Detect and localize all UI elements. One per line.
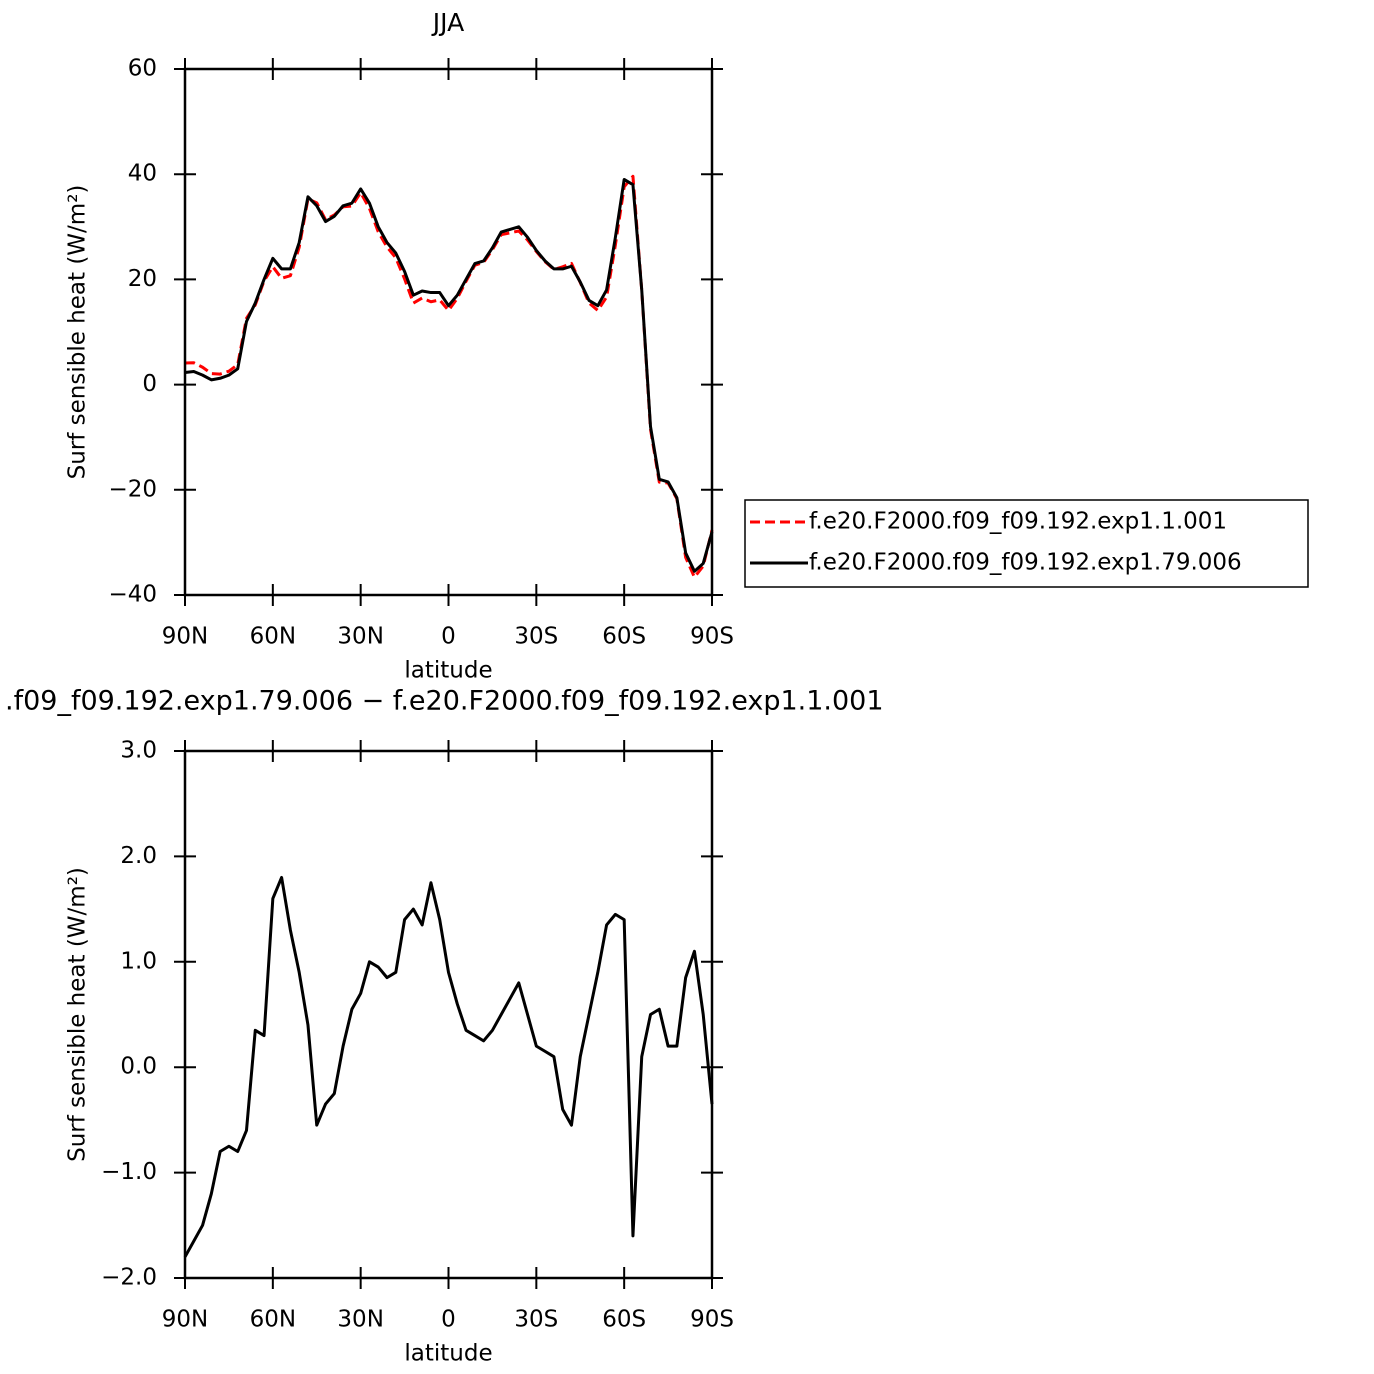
y-tick-label: 40 [128,161,157,187]
y-tick-label: 60 [128,56,157,82]
legend-box [744,499,1309,588]
plot-frame [183,67,714,597]
y-tick-label: 2.0 [120,843,157,869]
series-line [184,177,714,573]
x-axis-label: latitude [404,1341,492,1367]
x-tick-label: 30N [337,624,383,650]
y-tick-label: 1.0 [120,948,157,974]
chart-title: JJA [431,8,464,37]
x-tick-label: 90S [690,624,734,650]
y-tick-label: 0.0 [120,1054,157,1080]
series-line [183,875,714,1258]
x-tick-label: 60S [602,1307,646,1333]
x-tick-label: 30S [514,1307,558,1333]
y-tick-label: 3.0 [120,738,157,764]
x-axis-label: latitude [404,658,492,684]
y-tick-label: 0 [142,371,157,397]
legend-label: f.e20.F2000.f09_f09.192.exp1.79.006 [809,550,1242,576]
x-tick-label: 60N [250,1307,296,1333]
x-tick-label: 30S [514,624,558,650]
x-tick-label: 60S [602,624,646,650]
x-tick-label: 0 [441,624,456,650]
y-axis-label: Surf sensible heat (W/m²) [65,867,91,1162]
y-tick-label: −40 [108,582,157,608]
x-tick-label: 60N [250,624,296,650]
x-tick-label: 30N [337,1307,383,1333]
x-tick-label: 90S [690,1307,734,1333]
y-tick-label: 20 [128,266,157,292]
y-axis-label: Surf sensible heat (W/m²) [65,185,91,480]
plot-frame [183,749,714,1280]
x-tick-label: 90N [162,1307,208,1333]
chart-title: .f09_f09.192.exp1.79.006 − f.e20.F2000.f… [5,686,884,717]
y-tick-label: −20 [108,476,157,502]
y-tick-label: −2.0 [101,1265,157,1291]
x-tick-label: 0 [441,1307,456,1333]
x-tick-label: 90N [162,624,208,650]
y-tick-label: −1.0 [101,1159,157,1185]
legend-label: f.e20.F2000.f09_f09.192.exp1.1.001 [809,509,1227,535]
series-line [184,174,714,579]
